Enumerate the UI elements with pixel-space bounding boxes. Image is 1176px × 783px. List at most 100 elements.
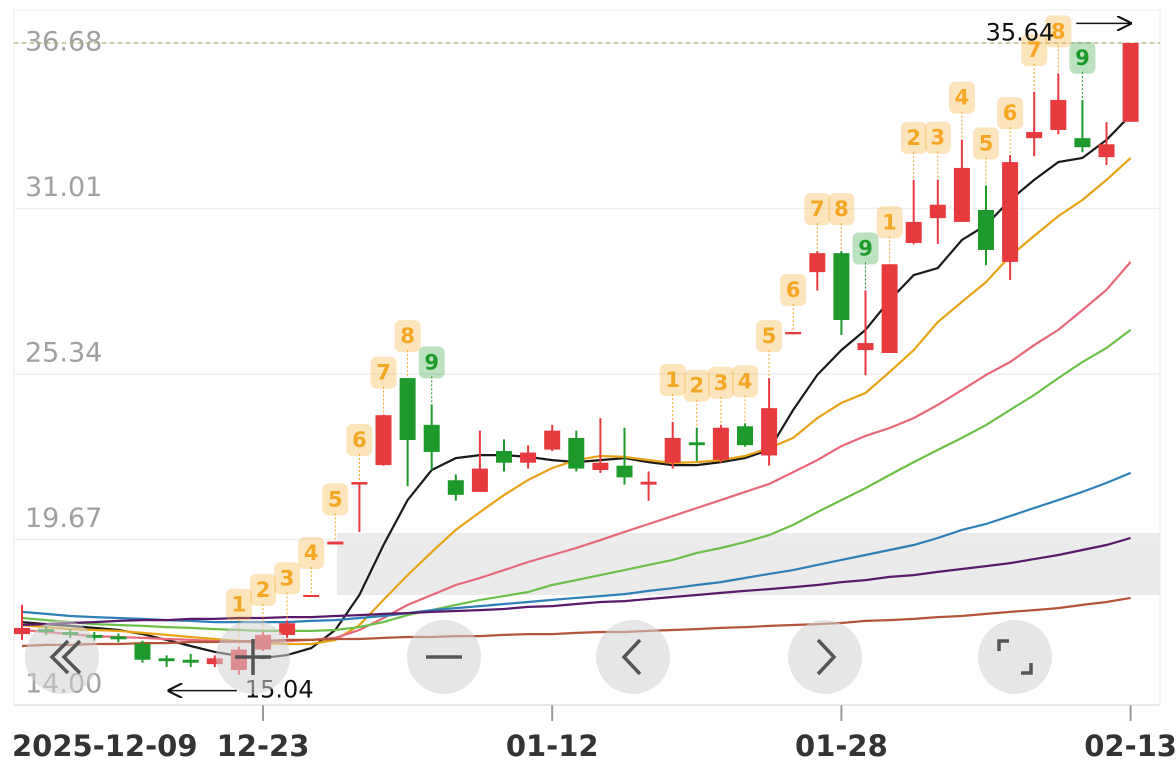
- moving-average-line: [21, 329, 1132, 632]
- button-zoom-back[interactable]: [25, 620, 99, 694]
- marker-label: 3: [930, 126, 945, 150]
- marker-badge: [250, 574, 276, 607]
- y-tick-label: 25.34: [25, 338, 102, 369]
- candle-body: [1122, 43, 1139, 122]
- marker-badge: [876, 206, 903, 239]
- marker-label: 4: [304, 541, 319, 565]
- marker-badge: [418, 346, 445, 379]
- candle-body: [351, 481, 368, 485]
- candle-body: [712, 427, 729, 460]
- marker-badge: [900, 121, 927, 154]
- marker-badge: [370, 356, 397, 389]
- marker-label: 2: [689, 374, 704, 398]
- marker-label: 5: [328, 488, 343, 512]
- candle-body: [447, 480, 464, 495]
- marker-label: 1: [232, 593, 247, 617]
- marker-label: 1: [665, 368, 680, 392]
- toolbar: [25, 620, 1052, 694]
- marker-badge: [707, 366, 734, 399]
- candle-body: [423, 424, 440, 452]
- overlay-band: [337, 533, 1160, 595]
- candle-body: [14, 627, 30, 635]
- marker-badge: [225, 588, 252, 621]
- button-fullscreen[interactable]: [978, 620, 1052, 694]
- y-tick-label: 36.68: [25, 27, 102, 58]
- marker-label: 2: [906, 126, 921, 150]
- marker-label: 5: [762, 324, 777, 348]
- candle-body: [761, 408, 778, 456]
- marker-label: 8: [834, 197, 849, 221]
- moving-average-line: [21, 536, 1131, 627]
- candle-body: [206, 658, 223, 665]
- marker-badge: [732, 365, 758, 398]
- plot-area: 14.0019.6725.3431.0136.682025-12-0912-23…: [12, 15, 1176, 763]
- candle-body: [737, 426, 753, 446]
- marker-badge: [924, 121, 951, 154]
- marker-badge: [1045, 15, 1072, 48]
- marker-badge: [780, 273, 807, 306]
- candle-body: [399, 378, 416, 440]
- marker-badge: [346, 423, 373, 456]
- candle-body: [568, 437, 585, 469]
- candle-body: [134, 643, 151, 660]
- marker-badge: [659, 363, 686, 396]
- candle-body: [978, 209, 994, 250]
- candle-body: [182, 659, 199, 663]
- candle-body: [544, 430, 561, 450]
- candle-body: [833, 253, 850, 321]
- candle-body: [953, 167, 970, 222]
- button-zoom-out[interactable]: [407, 620, 481, 694]
- candle-body: [929, 204, 946, 219]
- marker-label: 3: [714, 371, 729, 395]
- candle-body: [86, 634, 103, 638]
- marker-badge: [274, 562, 301, 595]
- marker-label: 6: [786, 278, 801, 302]
- marker-label: 7: [376, 361, 391, 385]
- button-next[interactable]: [788, 620, 862, 694]
- marker-badge: [997, 97, 1024, 130]
- button-prev[interactable]: [596, 620, 670, 694]
- candle-body: [520, 452, 537, 463]
- moving-average-line: [21, 471, 1132, 624]
- marker-label: 4: [738, 369, 753, 393]
- moving-average-line: [21, 596, 1131, 648]
- moving-average-line: [21, 261, 1132, 644]
- candle-body: [592, 462, 609, 471]
- marker-badge: [948, 81, 975, 114]
- candle-body: [303, 594, 320, 598]
- marker-label: 6: [1003, 101, 1018, 125]
- marker-label: 7: [1027, 38, 1042, 62]
- x-tick-label: 02-13: [1084, 729, 1176, 763]
- candle-body: [1026, 132, 1043, 139]
- candle-body: [881, 264, 898, 353]
- candle-body: [809, 253, 826, 273]
- marker-badge: [804, 193, 831, 226]
- marker-badge: [394, 320, 421, 353]
- candle-body: [110, 636, 127, 640]
- marker-badge: [322, 483, 349, 516]
- marker-label: 8: [1051, 19, 1066, 43]
- marker-label: 9: [1075, 46, 1090, 70]
- button-zoom-in[interactable]: [216, 620, 290, 694]
- marker-label: 9: [858, 237, 873, 261]
- candle-body: [640, 481, 657, 485]
- candle-body: [857, 343, 874, 351]
- candle-body: [616, 465, 633, 478]
- candle-body: [688, 442, 705, 446]
- candle-body: [664, 437, 681, 463]
- candle-body: [1002, 162, 1019, 262]
- high-annotation: 35.64: [986, 18, 1055, 46]
- marker-badge: [828, 193, 855, 226]
- marker-badge: [973, 127, 999, 160]
- marker-badge: [683, 369, 710, 402]
- candle-body: [327, 541, 344, 545]
- marker-label: 1: [882, 210, 897, 234]
- x-tick-label: 2025-12-09: [12, 729, 198, 763]
- marker-label: 7: [810, 197, 825, 221]
- candle-body: [785, 331, 802, 335]
- marker-badge: [852, 232, 879, 265]
- candle-body: [496, 451, 512, 463]
- y-tick-label: 19.67: [25, 503, 102, 534]
- candle-body: [905, 221, 922, 243]
